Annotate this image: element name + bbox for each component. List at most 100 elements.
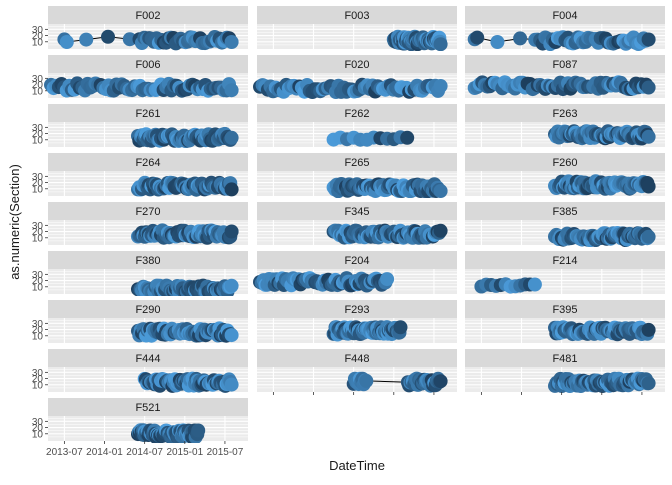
- y-tick-label: 30: [32, 25, 44, 36]
- facet-series: [326, 130, 415, 147]
- data-point: [122, 32, 137, 47]
- facet-series: [548, 371, 656, 393]
- facet-series: [548, 174, 656, 196]
- facet-series: [131, 175, 239, 197]
- facet-strip: [48, 349, 248, 367]
- y-tick-label: 20: [32, 80, 44, 91]
- facet-label: F293: [344, 304, 369, 316]
- facet-strip: [257, 6, 457, 24]
- y-tick-label: 20: [32, 129, 44, 140]
- facet-series: [253, 77, 448, 99]
- facet-strip: [257, 251, 457, 269]
- x-axis-title: DateTime: [329, 458, 385, 473]
- y-tick-label: 10: [32, 331, 44, 342]
- y-axis-title: as.numeric(Section): [7, 164, 22, 280]
- data-point: [224, 224, 239, 239]
- facet-series: [131, 278, 239, 296]
- facet-label: F448: [344, 353, 369, 365]
- facet-label: F385: [552, 206, 577, 218]
- facet-series: [131, 223, 239, 245]
- data-point: [59, 35, 74, 49]
- facet-series: [57, 29, 239, 51]
- facet-strip: [465, 202, 665, 220]
- data-point: [433, 184, 448, 198]
- data-point: [641, 80, 656, 95]
- data-point: [641, 376, 656, 391]
- facet-label: F002: [135, 10, 160, 22]
- y-tick-label: 20: [32, 178, 44, 189]
- data-point: [224, 83, 239, 98]
- y-tick-label: 20: [32, 374, 44, 385]
- facet-strip: [465, 6, 665, 24]
- facet-series: [548, 226, 656, 247]
- facet-label: F214: [552, 255, 577, 267]
- facet-label: F395: [552, 304, 577, 316]
- facet-series: [467, 30, 656, 51]
- y-tick-label: 30: [32, 368, 44, 379]
- data-point: [224, 130, 239, 145]
- y-tick-label: 10: [32, 233, 44, 244]
- data-point: [433, 374, 448, 389]
- data-point: [101, 29, 115, 44]
- facet-strip: [48, 6, 248, 24]
- facet-strip: [48, 153, 248, 171]
- y-tick-label: 10: [32, 429, 44, 440]
- facet-strip: [257, 104, 457, 122]
- data-point: [641, 32, 656, 47]
- data-point: [400, 130, 415, 145]
- facet-strip: [465, 153, 665, 171]
- facet-label: F521: [135, 402, 160, 414]
- facet-label: F087: [552, 59, 577, 71]
- data-point: [641, 129, 656, 144]
- y-tick-label: 20: [32, 276, 44, 287]
- y-tick-label: 10: [32, 282, 44, 293]
- x-tick-label: 2014-07: [126, 447, 163, 458]
- x-tick-label: 2014-01: [86, 447, 123, 458]
- facet-label: F262: [344, 108, 369, 120]
- facet-label: F481: [552, 353, 577, 365]
- facet-series: [44, 76, 239, 98]
- facet-series: [326, 177, 448, 198]
- facet-series: [137, 371, 239, 393]
- y-tick-label: 20: [32, 227, 44, 238]
- facet-label: F261: [135, 108, 160, 120]
- y-tick-label: 20: [32, 325, 44, 336]
- data-point: [380, 272, 395, 287]
- y-tick-label: 10: [32, 380, 44, 391]
- facet-strip: [465, 349, 665, 367]
- facet-series: [326, 223, 448, 245]
- data-point: [641, 229, 656, 244]
- data-point: [433, 223, 448, 238]
- facet-label: F004: [552, 10, 577, 22]
- facet-strip: [257, 300, 457, 318]
- facet-strip: [48, 251, 248, 269]
- data-point: [527, 277, 542, 292]
- y-tick-label: 30: [32, 221, 44, 232]
- facet-label: F444: [135, 353, 160, 365]
- facet-series: [548, 124, 656, 146]
- y-tick-label: 20: [32, 31, 44, 42]
- facet-strip: [48, 104, 248, 122]
- facet-strip: [257, 202, 457, 220]
- facet-strip: [48, 300, 248, 318]
- facet-strip: [465, 104, 665, 122]
- data-point: [224, 328, 239, 343]
- x-tick-label: 2015-07: [207, 447, 244, 458]
- facet-label: F204: [344, 255, 369, 267]
- data-point: [641, 322, 656, 337]
- y-tick-label: 10: [32, 135, 44, 146]
- data-point: [490, 35, 505, 49]
- data-point: [393, 320, 408, 335]
- y-tick-label: 20: [32, 423, 44, 434]
- data-point: [513, 31, 528, 46]
- facet-label: F380: [135, 255, 160, 267]
- data-point: [470, 30, 485, 45]
- data-point: [191, 423, 206, 438]
- y-tick-label: 30: [32, 417, 44, 428]
- x-tick-label: 2015-01: [166, 447, 203, 458]
- y-tick-label: 30: [32, 172, 44, 183]
- facet-series: [131, 126, 239, 148]
- facet-strip: [48, 55, 248, 73]
